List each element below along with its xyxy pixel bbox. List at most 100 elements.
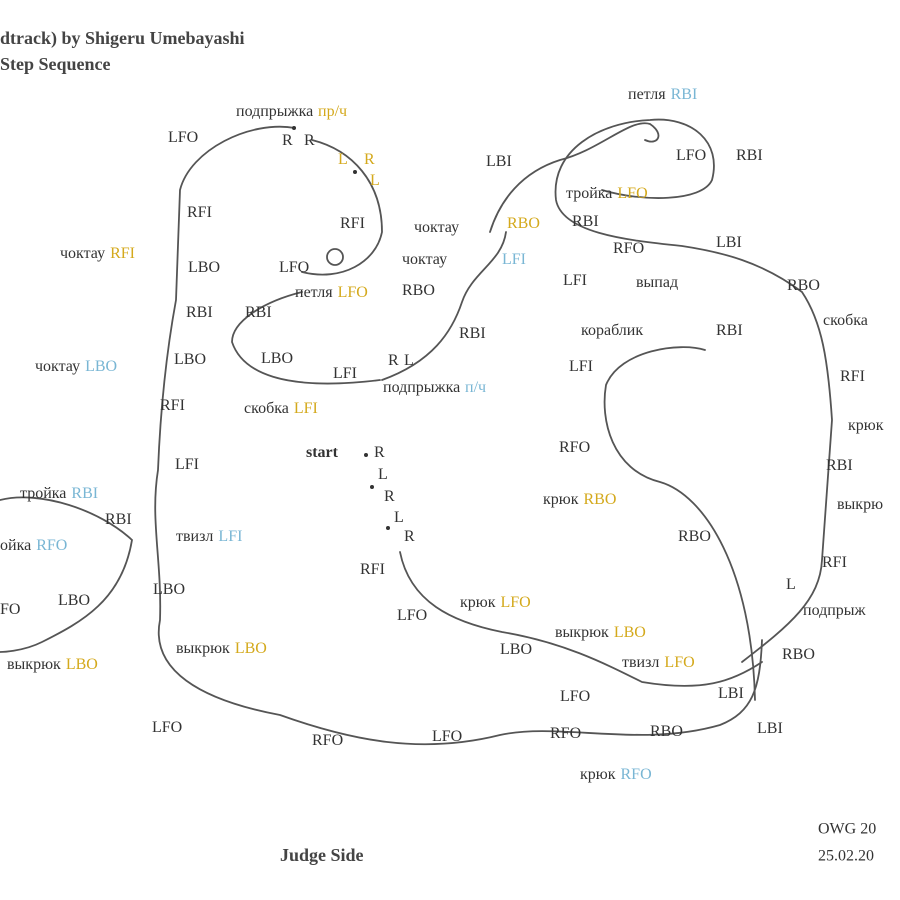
step-name: RFO <box>559 439 590 456</box>
step-label: тройка LFO <box>566 185 648 202</box>
step-name: R <box>364 151 375 168</box>
step-name: выкрюк <box>176 640 230 657</box>
step-name: L <box>378 466 388 483</box>
step-label: LBO <box>153 581 185 598</box>
step-label: выкрюк LBO <box>7 656 98 673</box>
step-name: скобка <box>244 400 289 417</box>
step-label: выпад <box>636 274 678 291</box>
edge-tag: LFO <box>501 594 531 611</box>
step-name: FO <box>0 601 20 618</box>
step-name: L <box>404 352 414 369</box>
step-label: LBI <box>716 234 742 251</box>
step-name: L <box>338 151 348 168</box>
step-label: RBO <box>507 215 540 232</box>
step-name: LFO <box>397 607 427 624</box>
step-label: петля LFO <box>295 284 368 301</box>
step-name: RBO <box>678 528 711 545</box>
edge-tag: RFO <box>621 766 652 783</box>
step-label: подпрыжка п/ч <box>383 379 486 396</box>
step-label: LBO <box>58 592 90 609</box>
step-label: чоктау LBO <box>35 358 117 375</box>
step-name: выкрю <box>837 496 883 513</box>
step-name: RBI <box>186 304 213 321</box>
step-name: LBO <box>500 641 532 658</box>
step-name: тройка <box>20 485 66 502</box>
step-label: RBI <box>186 304 213 321</box>
step-name: подпрыжка <box>236 103 313 120</box>
step-name: RBO <box>507 215 540 232</box>
step-name: RFI <box>187 204 212 221</box>
step-name: ойка <box>0 537 31 554</box>
step-label: скобка <box>823 312 868 329</box>
step-label: FO <box>0 601 20 618</box>
step-name: R <box>304 132 315 149</box>
subtitle: Step Sequence <box>0 54 111 74</box>
step-label: RBO <box>402 282 435 299</box>
step-label: петля RBI <box>628 86 697 103</box>
step-label: чоктау RFI <box>60 245 135 262</box>
step-label: выкрюк LBO <box>555 624 646 641</box>
step-label: LFO <box>168 129 198 146</box>
step-label: кораблик <box>581 322 643 339</box>
edge-tag: LBO <box>614 624 646 641</box>
step-label: выкрюк LBO <box>176 640 267 657</box>
edge-tag: LFO <box>664 654 694 671</box>
step-label: L <box>338 151 348 168</box>
step-name: крюк <box>543 491 579 508</box>
step-name: L <box>370 172 380 189</box>
edge-tag: LFO <box>617 185 647 202</box>
step-name: тройка <box>566 185 612 202</box>
step-label: RFI <box>187 204 212 221</box>
step-label: RBI <box>826 457 853 474</box>
step-name: LFO <box>279 259 309 276</box>
step-label: LFO <box>432 728 462 745</box>
step-label: LBI <box>757 720 783 737</box>
step-name: RFI <box>360 561 385 578</box>
step-label: LFI <box>502 251 526 268</box>
step-label: подпрыжка пр/ч <box>236 103 347 120</box>
step-name: R <box>404 528 415 545</box>
step-name: твизл <box>176 528 213 545</box>
step-label: чоктау <box>402 251 447 268</box>
step-label: R <box>404 528 415 545</box>
author: OWG 20 <box>818 821 876 838</box>
step-label: L <box>404 352 414 369</box>
step-name: R <box>384 488 395 505</box>
step-label: RFO <box>559 439 590 456</box>
trace <box>154 125 763 746</box>
step-name: твизл <box>622 654 659 671</box>
step-name: LFI <box>569 358 593 375</box>
step-name: R <box>388 352 399 369</box>
step-label: LBI <box>486 153 512 170</box>
step-label: RFI <box>840 368 865 385</box>
edge-tag: пр/ч <box>318 103 347 120</box>
edge-tag: RFO <box>36 537 67 554</box>
step-label: LFO <box>397 607 427 624</box>
step-label: RFO <box>550 725 581 742</box>
step-name: LFO <box>560 688 590 705</box>
step-name: RBO <box>650 723 683 740</box>
step-label: тройка RBI <box>20 485 98 502</box>
step-name: RFO <box>550 725 581 742</box>
step-name: LFO <box>676 147 706 164</box>
step-name: подпрыж <box>803 602 867 619</box>
step-name: выкрюк <box>555 624 609 641</box>
step-name: RBI <box>716 322 743 339</box>
step-label: крюк <box>848 417 884 434</box>
step-label: крюк LFO <box>460 594 531 611</box>
step-name: чоктау <box>60 245 105 262</box>
step-label: RFI <box>822 554 847 571</box>
edge-tag: RBI <box>671 86 698 103</box>
step-name: LBO <box>58 592 90 609</box>
step-dot <box>353 170 357 174</box>
step-dot <box>364 453 368 457</box>
trace <box>554 118 833 663</box>
step-label: RBI <box>459 325 486 342</box>
step-name: LBO <box>153 581 185 598</box>
edge-tag: п/ч <box>465 379 486 396</box>
step-label: LBO <box>500 641 532 658</box>
step-name: LFO <box>432 728 462 745</box>
edge-tag: RBO <box>584 491 617 508</box>
step-name: подпрыжка <box>383 379 460 396</box>
